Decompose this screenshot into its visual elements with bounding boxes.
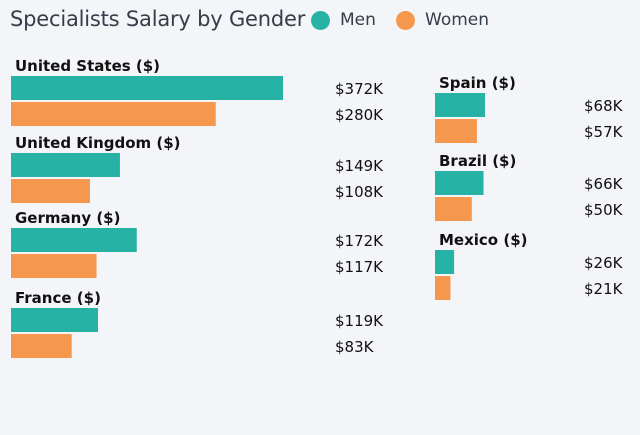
- value-label-united-states-women: $280K: [335, 106, 384, 124]
- legend-label-men: Men: [340, 10, 376, 30]
- legend-item-women: Women: [396, 10, 489, 30]
- bar-united-kingdom-men: [11, 153, 120, 177]
- bar-mexico-women: [435, 276, 451, 300]
- bar-mexico-men: [435, 250, 455, 274]
- legend-item-men: Men: [311, 10, 376, 30]
- category-label-brazil: Brazil ($): [439, 152, 516, 170]
- value-label-brazil-men: $66K: [584, 175, 624, 193]
- legend-label-women: Women: [425, 10, 490, 30]
- value-label-united-kingdom-women: $108K: [335, 183, 384, 201]
- category-label-france: France ($): [15, 289, 101, 307]
- chart-title: Specialists Salary by Gender: [10, 7, 306, 31]
- category-label-united-kingdom: United Kingdom ($): [15, 134, 181, 152]
- category-label-united-states: United States ($): [15, 57, 160, 75]
- value-label-united-kingdom-men: $149K: [335, 157, 384, 175]
- bar-germany-women: [11, 254, 97, 278]
- value-label-france-women: $83K: [335, 338, 375, 356]
- value-label-germany-women: $117K: [335, 258, 384, 276]
- category-label-spain: Spain ($): [439, 74, 516, 92]
- bar-france-men: [11, 308, 99, 332]
- bar-brazil-women: [435, 197, 472, 221]
- bar-france-women: [11, 334, 72, 358]
- value-label-spain-men: $68K: [584, 97, 624, 115]
- value-label-germany-men: $172K: [335, 232, 384, 250]
- legend-swatch-women: [396, 10, 415, 30]
- category-label-germany: Germany ($): [15, 209, 120, 227]
- bar-germany-men: [11, 228, 137, 252]
- bar-united-states-men: [11, 76, 283, 100]
- bar-united-kingdom-women: [11, 179, 90, 203]
- bar-spain-women: [435, 119, 477, 143]
- bar-brazil-men: [435, 171, 484, 195]
- value-label-mexico-men: $26K: [584, 254, 624, 272]
- value-label-brazil-women: $50K: [584, 201, 624, 219]
- value-label-united-states-men: $372K: [335, 80, 384, 98]
- legend-swatch-men: [311, 10, 330, 30]
- bar-united-states-women: [11, 102, 216, 126]
- value-label-spain-women: $57K: [584, 123, 624, 141]
- category-label-mexico: Mexico ($): [439, 231, 527, 249]
- value-label-mexico-women: $21K: [584, 280, 624, 298]
- bar-spain-men: [435, 93, 485, 117]
- value-label-france-men: $119K: [335, 312, 384, 330]
